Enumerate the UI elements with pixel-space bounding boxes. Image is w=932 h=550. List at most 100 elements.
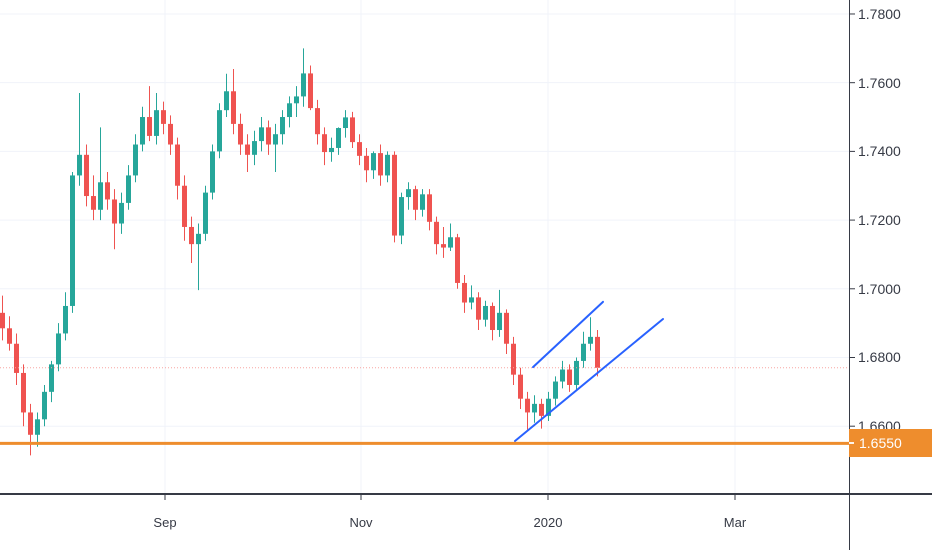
candle-body-up [252, 141, 257, 155]
candle-body-down [378, 153, 383, 176]
candle-body-up [371, 153, 376, 171]
candle-body-down [462, 282, 467, 303]
candle-body-up [70, 175, 75, 306]
candle-body-down [112, 199, 117, 224]
candle-body-up [448, 237, 453, 248]
candle-body-up [294, 96, 299, 104]
time-tick-label: Mar [723, 515, 747, 530]
candle-body-up [42, 391, 47, 420]
time-tick-label: Sep [153, 515, 177, 530]
candle-body-down [455, 237, 460, 283]
candle-body-up [469, 297, 474, 303]
price-tick-label: 1.7000 [858, 280, 901, 297]
candle-body-down [315, 108, 320, 135]
price-tick-label: 1.7200 [858, 212, 901, 229]
candle-body-up [343, 117, 348, 129]
candle-body-up [224, 91, 229, 111]
candle-body-up [532, 403, 537, 413]
candle-body-down [84, 154, 89, 197]
candle-body-up [210, 151, 215, 193]
candle-body-up [35, 419, 40, 435]
candle-body-up [546, 398, 551, 416]
candle-body-down [91, 196, 96, 210]
candle-body-up [196, 233, 201, 245]
candle-body-up [574, 360, 579, 385]
candle-body-down [364, 155, 369, 171]
candle-body-up [588, 336, 593, 344]
candle-body-up [329, 147, 334, 153]
candle-body-up [56, 333, 61, 365]
candle-body-up [287, 103, 292, 118]
candle-body-down [105, 182, 110, 200]
candle-body-up [98, 182, 103, 210]
candle-body-down [490, 305, 495, 331]
candle-body-up [203, 192, 208, 234]
candle-body-up [420, 194, 425, 210]
candle-body-up [49, 364, 54, 392]
candle-body-down [168, 123, 173, 145]
candle-body-down [539, 403, 544, 416]
candle-body-down [245, 144, 250, 155]
trendline-channel-upper[interactable] [532, 300, 604, 369]
candle-body-down [441, 244, 446, 248]
candle-body-up [483, 305, 488, 320]
candle-body-down [147, 117, 152, 136]
candle-body-up [273, 134, 278, 145]
candle-body-down [161, 110, 166, 124]
candle-body-down [28, 412, 33, 435]
candle-body-down [7, 328, 12, 344]
candle-body-down [0, 312, 5, 329]
candle-body-down [14, 343, 19, 373]
candle-body-up [140, 117, 145, 145]
candle-body-down [231, 91, 236, 124]
candle-body-up [126, 175, 131, 203]
candle-body-down [189, 226, 194, 245]
candle-body-up [133, 144, 138, 176]
candle-body-up [280, 117, 285, 135]
horizontal-line-price-label[interactable]: 1.6550 [849, 429, 932, 458]
candle-body-up [553, 381, 558, 399]
candle-body-down [21, 372, 26, 413]
price-tick-label: 1.7600 [858, 74, 901, 91]
candle-body-up [399, 197, 404, 236]
candle-body-up [119, 202, 124, 224]
candle-body-up [154, 110, 159, 136]
price-tick-label: 1.7800 [858, 5, 901, 22]
price-tick-label: 1.7400 [858, 143, 901, 160]
candle-body-down [567, 369, 572, 385]
candle-body-down [182, 185, 187, 227]
candle-body-down [357, 142, 362, 156]
candle-body-down [175, 144, 180, 186]
candle-body-down [413, 189, 418, 210]
candle-body-down [434, 221, 439, 245]
candle-body-up [497, 312, 502, 331]
time-tick-label: 2020 [533, 515, 563, 530]
candle-body-down [525, 398, 530, 413]
candle-body-down [392, 154, 397, 236]
candle-body-up [336, 128, 341, 148]
candle-body-down [238, 123, 243, 145]
candle-body-up [217, 110, 222, 152]
candle-body-down [504, 312, 509, 344]
candle-body-up [560, 369, 565, 382]
candle-body-down [322, 134, 327, 153]
time-axis[interactable]: Sep Nov 2020 Mar [0, 494, 849, 550]
candle-body-down [350, 117, 355, 143]
candle-body-up [301, 73, 306, 97]
price-tick-label: 1.6800 [858, 349, 901, 366]
candle-body-down [476, 297, 481, 320]
time-tick-label: Nov [349, 515, 373, 530]
candle-body-down [427, 194, 432, 222]
candle-body-down [511, 343, 516, 375]
candle-body-down [595, 336, 600, 368]
candle-body-up [259, 127, 264, 142]
price-axis[interactable]: 1.7800 1.7600 1.7400 1.7200 1.7000 1.6800 1.66… [849, 0, 932, 494]
horizontal-line-price-text: 1.6550 [859, 435, 902, 452]
candle-body-up [581, 343, 586, 361]
trendline-channel-lower[interactable] [514, 318, 664, 442]
candle-body-up [406, 189, 411, 198]
candle-body-up [63, 305, 68, 334]
price-label-tick [849, 442, 854, 445]
